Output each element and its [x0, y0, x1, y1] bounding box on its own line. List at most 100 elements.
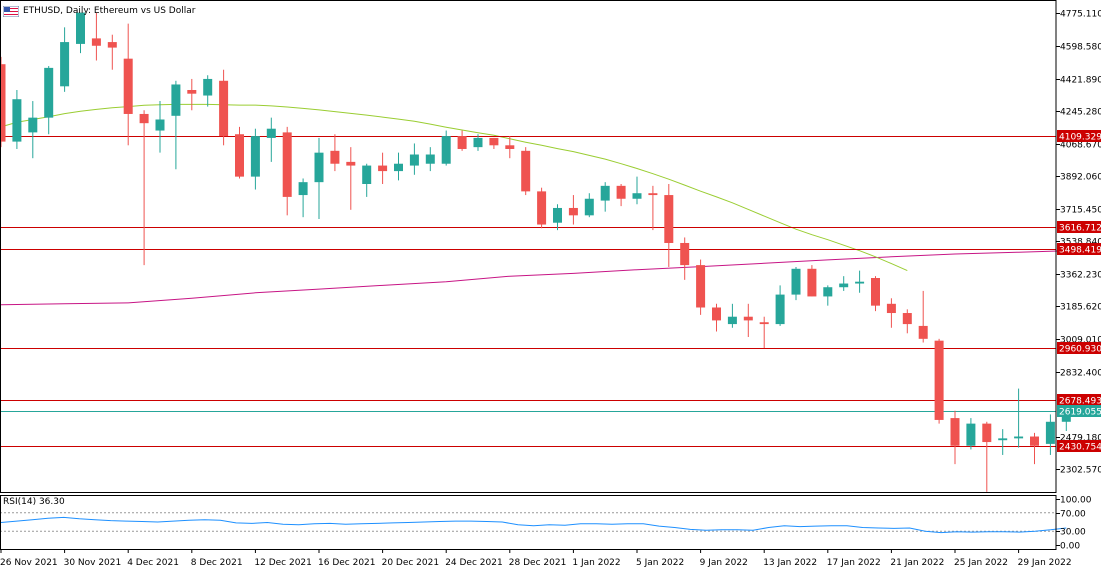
level-label: 4109.329 [1059, 133, 1101, 143]
candle [425, 147, 435, 172]
candle-body [425, 154, 435, 164]
candle-body [743, 316, 753, 321]
candle [187, 78, 197, 111]
candle [123, 23, 133, 146]
candle-body [1014, 436, 1024, 439]
candle-body [600, 185, 610, 201]
candle-body [664, 195, 674, 243]
candle [76, 12, 85, 54]
ma-slow-line [0, 250, 1067, 306]
candle-body [712, 307, 721, 321]
candle [727, 303, 737, 328]
candle-body [91, 38, 101, 46]
candle [28, 101, 38, 159]
price-tick-label: 3538.840 [1060, 238, 1101, 248]
candle [1030, 432, 1039, 465]
level-label: 2430.754 [1059, 443, 1101, 453]
candle [409, 143, 419, 175]
level-label: 2678.493 [1059, 397, 1101, 407]
level-label-box [1057, 405, 1101, 417]
candle [219, 69, 229, 146]
main-plot-frame [0, 0, 1057, 493]
candle [759, 316, 769, 349]
candle-body [886, 303, 896, 314]
candle [1045, 414, 1055, 455]
candle [346, 147, 356, 210]
frame-layer [0, 0, 1057, 550]
candle-body [330, 150, 340, 164]
candle-body [250, 136, 260, 177]
time-axis-layer: 26 Nov 2021 30 Nov 2021 4 Dec 2021 8 Dec 20… [0, 549, 1072, 568]
time-tick-label: 21 Jan 2022 [890, 558, 944, 568]
candle [139, 110, 149, 266]
time-tick-label: 13 Jan 2022 [763, 558, 817, 568]
candle [1014, 388, 1024, 448]
candle-body [266, 128, 276, 138]
candle [791, 266, 801, 301]
candle [600, 182, 610, 212]
candle [696, 259, 706, 315]
candle [155, 101, 165, 153]
candle [568, 195, 578, 225]
candle [855, 270, 865, 293]
candle [934, 338, 944, 424]
time-tick-label: 29 Jan 2022 [1018, 558, 1072, 568]
price-tick-label: 4775.110 [1060, 10, 1101, 20]
candle-body [28, 117, 38, 133]
candle-body [12, 99, 22, 142]
candle-body [282, 132, 292, 197]
level-label-box [1057, 243, 1101, 255]
candle-body [584, 198, 594, 216]
price-tick-label: 3009.010 [1060, 336, 1101, 346]
candle-body [966, 423, 976, 446]
time-tick-label: 28 Dec 2021 [509, 558, 567, 568]
price-tick-label: 3362.230 [1060, 271, 1101, 281]
candle-body [394, 163, 403, 172]
candle-body [568, 207, 578, 216]
candle-body [378, 165, 388, 172]
time-tick-label: 9 Jan 2022 [700, 558, 748, 568]
candle-body [473, 137, 483, 148]
candle-body [0, 64, 6, 142]
candle-body [139, 113, 149, 124]
candle-body [187, 89, 197, 94]
candle [950, 410, 960, 465]
candle [584, 193, 594, 218]
candle [553, 204, 562, 231]
candle [632, 176, 642, 205]
candle-body [60, 42, 70, 87]
candle [886, 298, 896, 328]
candle-body [616, 185, 626, 199]
candle-body [505, 145, 515, 149]
level-label-box [1057, 221, 1101, 233]
candle-body [1045, 421, 1055, 444]
candle [12, 89, 22, 149]
time-tick-label: 24 Dec 2021 [445, 558, 503, 568]
candle [839, 276, 849, 291]
moving-average-layer [0, 103, 1067, 306]
candle-body [775, 294, 785, 325]
level-label: 2960.930 [1059, 345, 1101, 355]
price-axis-layer: 4775.110 4598.580 4421.890 4245.280 4068.670… [1056, 10, 1101, 476]
price-tick-label: 4068.670 [1060, 141, 1101, 151]
candle [60, 27, 70, 92]
candle [91, 12, 101, 61]
candles-layer [0, 12, 1071, 492]
time-tick-label: 1 Jan 2022 [572, 558, 620, 568]
price-tick-label: 4598.580 [1060, 43, 1101, 53]
candle-body [537, 191, 547, 225]
candle [457, 130, 467, 151]
candle [394, 152, 403, 181]
candle-body [171, 84, 181, 116]
time-tick-label: 4 Dec 2021 [127, 558, 179, 568]
price-tick-label: 4421.890 [1060, 76, 1101, 86]
candle-body [998, 438, 1008, 441]
candle-body [871, 278, 880, 306]
price-tick-label: 2479.180 [1060, 434, 1101, 444]
candle-body [441, 136, 451, 164]
time-tick-label: 8 Dec 2021 [191, 558, 243, 568]
candle [330, 134, 340, 172]
candle-body [680, 242, 690, 266]
time-tick-label: 17 Jan 2022 [827, 558, 881, 568]
